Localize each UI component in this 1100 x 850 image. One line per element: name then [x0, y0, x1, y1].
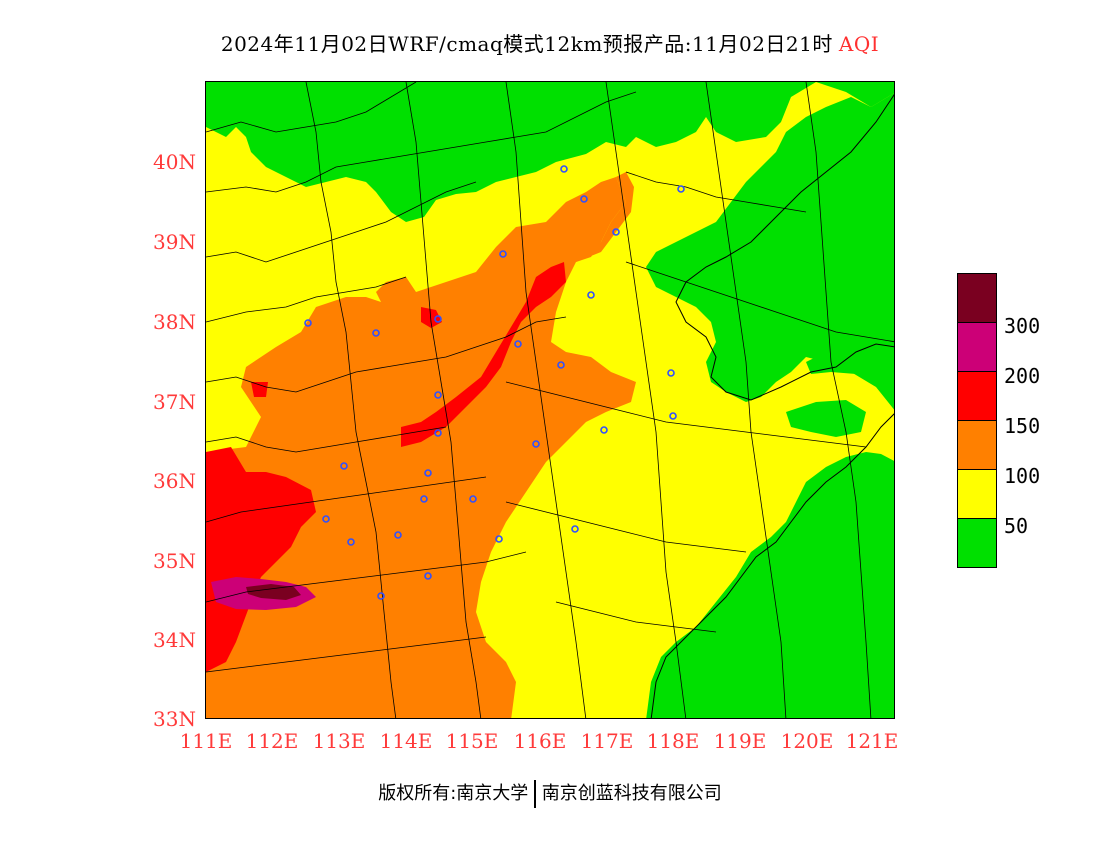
lon-label-116: 116E: [513, 729, 567, 753]
legend-label-100: 100: [1004, 464, 1041, 488]
legend-swatch-hazardous: [957, 273, 997, 323]
color-legend: [957, 273, 997, 568]
lon-label-112: 112E: [245, 729, 299, 753]
aqi-map-svg: [206, 82, 894, 718]
lon-label-119: 119E: [713, 729, 767, 753]
lat-label-38: 38N: [153, 310, 196, 334]
legend-swatch-good: [957, 518, 997, 568]
title-main: 2024年11月02日WRF/cmaq模式12km预报产品:11月02日21时: [220, 32, 833, 56]
aqi-map: [205, 81, 895, 719]
lon-label-114: 114E: [379, 729, 433, 753]
lat-label-34: 34N: [153, 628, 196, 652]
green-region-southeast: [646, 452, 894, 718]
monitoring-stations: [304, 165, 685, 600]
copyright-footer: 版权所有:南京大学 南京创蓝科技有限公司: [0, 779, 1100, 808]
red-patch-north: [421, 307, 442, 328]
lat-label-37: 37N: [153, 390, 196, 414]
copyright-left: 版权所有:南京大学: [378, 783, 529, 804]
map-title: 2024年11月02日WRF/cmaq模式12km预报产品:11月02日21时 A…: [0, 28, 1100, 57]
orange-region-north: [576, 172, 634, 262]
green-patch-shandong: [786, 400, 866, 437]
legend-label-200: 200: [1004, 364, 1041, 388]
legend-label-150: 150: [1004, 414, 1041, 438]
lon-label-111: 111E: [179, 729, 233, 753]
lat-label-39: 39N: [153, 230, 196, 254]
lon-label-120: 120E: [780, 729, 834, 753]
lat-label-33: 33N: [153, 707, 196, 731]
lon-label-121: 121E: [845, 729, 899, 753]
admin-boundaries: [206, 82, 894, 718]
darkred-region: [246, 584, 301, 600]
legend-swatch-sensitive: [957, 420, 997, 470]
lat-label-35: 35N: [153, 549, 196, 573]
lon-label-113: 113E: [312, 729, 366, 753]
lat-label-40: 40N: [153, 150, 196, 174]
coastline: [650, 94, 894, 718]
lat-label-36: 36N: [153, 469, 196, 493]
red-patch-small: [251, 382, 268, 397]
legend-swatch-moderate: [957, 469, 997, 519]
green-region-north: [206, 82, 894, 222]
legend-label-300: 300: [1004, 314, 1041, 338]
legend-label-50: 50: [1004, 514, 1029, 538]
lon-label-118: 118E: [646, 729, 700, 753]
lon-label-115: 115E: [445, 729, 499, 753]
red-strip-left: [206, 477, 251, 527]
lon-label-117: 117E: [580, 729, 634, 753]
legend-swatch-unhealthy: [957, 371, 997, 421]
title-variable: AQI: [838, 32, 880, 56]
copyright-right: 南京创蓝科技有限公司: [541, 783, 722, 804]
red-region-central: [401, 262, 566, 447]
footer-separator: [534, 780, 536, 808]
legend-swatch-very-unhealthy: [957, 322, 997, 372]
